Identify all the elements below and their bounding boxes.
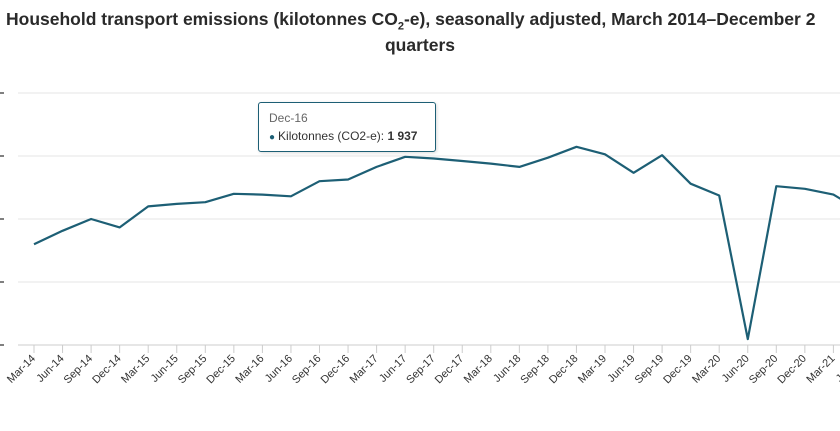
x-tick-label: Mar-21 (804, 353, 837, 386)
x-tick-label: Jun-17 (377, 353, 409, 385)
x-tick-label: Dec-16 (319, 353, 353, 387)
x-tick-label: Jun-14 (34, 353, 66, 385)
x-tick-label: Sep-17 (404, 353, 438, 387)
chart-tooltip: Dec-16 ● Kilotonnes (CO2-e): 1 937 (258, 102, 436, 152)
x-tick-label: Mar-18 (462, 353, 495, 386)
x-tick-label: Mar-15 (119, 353, 152, 386)
chart-title-line1: Household transport emissions (kilotonne… (6, 9, 816, 33)
x-tick-label: Sep-14 (62, 353, 96, 387)
x-tick-label: Jun-21 (834, 353, 840, 385)
tooltip-title: Dec-16 (269, 111, 308, 125)
x-tick-label: Dec-18 (547, 353, 581, 387)
x-tick-label: Jun-16 (263, 353, 295, 385)
x-tick-label: Jun-15 (149, 353, 181, 385)
tooltip-row: ● Kilotonnes (CO2-e): 1 937 (269, 129, 425, 143)
x-tick-label: Jun-20 (720, 353, 752, 385)
x-tick-label: Sep-15 (176, 353, 210, 387)
x-tick-label: Mar-19 (576, 353, 609, 386)
x-tick-label: Mar-14 (5, 353, 38, 386)
chart-title-line2: quarters (384, 35, 456, 55)
tooltip-value: 1 937 (387, 129, 418, 143)
x-tick-label: Dec-19 (661, 353, 695, 387)
x-tick-label: Mar-20 (690, 353, 723, 386)
x-tick-label: Dec-14 (90, 353, 124, 387)
x-tick-label: Dec-15 (204, 353, 238, 387)
x-tick-label: Sep-20 (747, 353, 781, 387)
tooltip-series-marker: ● (269, 132, 276, 143)
tooltip-series-label: Kilotonnes (CO2-e): (278, 129, 385, 143)
x-tick-label: Sep-16 (290, 353, 324, 387)
x-tick-label: Jun-19 (605, 353, 637, 385)
x-tick-label: Sep-19 (633, 353, 667, 387)
x-tick-label: Sep-18 (518, 353, 552, 387)
x-tick-label: Dec-20 (775, 353, 809, 387)
x-tick-label: Dec-17 (433, 353, 467, 387)
x-tick-label: Jun-18 (491, 353, 523, 385)
x-tick-label: Mar-16 (233, 353, 266, 386)
x-tick-label: Mar-17 (348, 353, 381, 386)
series-line (33, 145, 840, 341)
